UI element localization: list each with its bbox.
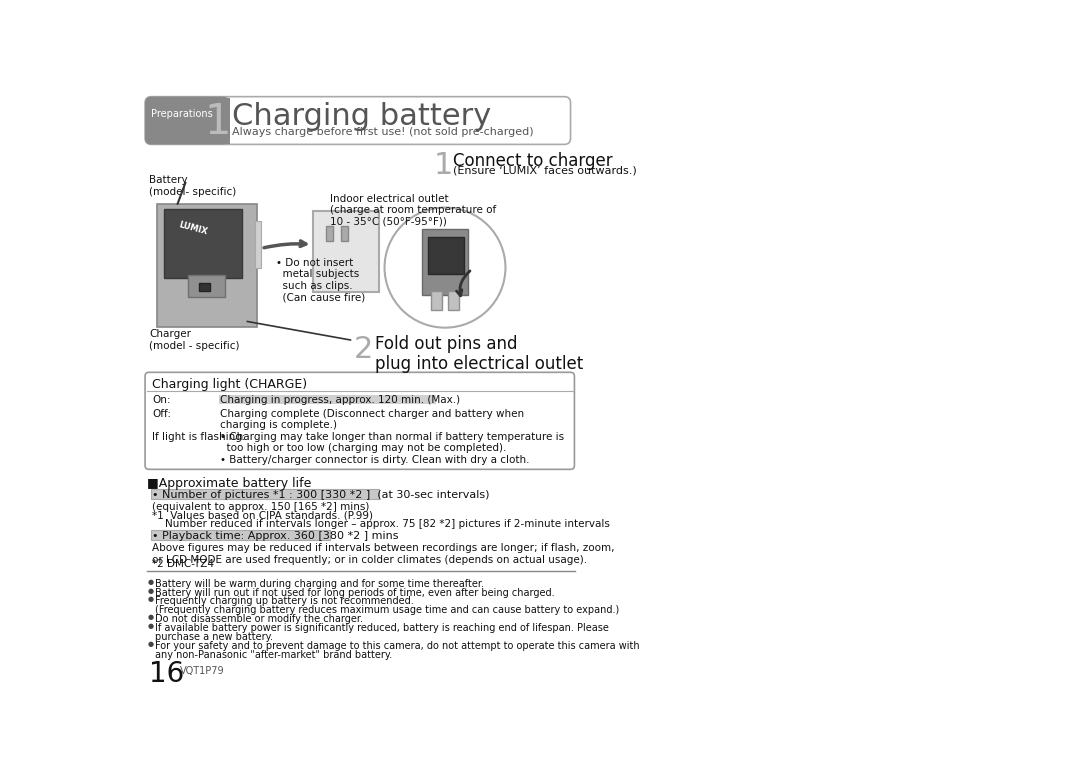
Text: Connect to charger: Connect to charger [453,152,612,170]
Text: *2 DMC-TZ4: *2 DMC-TZ4 [152,559,214,569]
Text: ■Approximate battery life: ■Approximate battery life [147,477,311,490]
Text: (Frequently charging battery reduces maximum usage time and can cause battery to: (Frequently charging battery reduces max… [156,605,620,615]
Text: On:: On: [152,396,171,406]
Bar [188,275,225,297]
Text: Charging light (CHARGE): Charging light (CHARGE) [152,378,307,391]
Text: Fold out pins and
plug into electrical outlet: Fold out pins and plug into electrical o… [375,334,583,374]
Text: Battery
(model- specific): Battery (model- specific) [149,175,237,197]
Bar [255,222,261,268]
Text: ●: ● [147,623,153,629]
Circle shape [384,208,505,328]
Bar [205,98,230,144]
Bar [326,226,334,242]
Text: For your safety and to prevent damage to this camera, do not attempt to operate : For your safety and to prevent damage to… [156,640,639,650]
Text: *1  Values based on CIPA standards. (P.99): *1 Values based on CIPA standards. (P.99… [152,511,373,521]
Text: Off:: Off: [152,409,171,419]
Bar [313,212,379,292]
Bar [422,229,469,295]
Text: • Number of pictures *1 : 300 [330 *2 ]  (at 30-sec intervals): • Number of pictures *1 : 300 [330 *2 ] … [152,490,489,500]
Text: If light is flashing:: If light is flashing: [152,432,245,442]
Bar [150,530,330,540]
Bar [428,237,463,274]
Text: 16: 16 [149,660,185,687]
Text: VQT1P79: VQT1P79 [180,666,225,676]
FancyBboxPatch shape [145,97,230,144]
Text: Charging in progress, approx. 120 min. (Max.): Charging in progress, approx. 120 min. (… [220,396,460,406]
Bar [218,395,435,404]
Text: ●: ● [147,640,153,647]
Text: ●: ● [147,597,153,602]
Text: (equivalent to approx. 150 [165 *2] mins): (equivalent to approx. 150 [165 *2] mins… [152,502,369,512]
Text: Battery will be warm during charging and for some time thereafter.: Battery will be warm during charging and… [156,578,484,589]
Bar [341,226,348,242]
Text: • Playback time: Approx. 360 [380 *2 ] mins: • Playback time: Approx. 360 [380 *2 ] m… [152,531,399,541]
Text: ●: ● [147,588,153,594]
Bar [150,489,379,499]
FancyBboxPatch shape [145,372,575,469]
Text: ●: ● [147,578,153,584]
Bar [448,291,459,310]
Text: Indoor electrical outlet
(charge at room temperature of
10 - 35°C (50°F-95°F)): Indoor electrical outlet (charge at room… [330,194,497,227]
Text: If available battery power is significantly reduced, battery is reaching end of : If available battery power is significan… [156,623,609,633]
Text: LUMIX: LUMIX [177,220,208,236]
Text: 1: 1 [205,100,231,143]
Text: purchase a new battery.: purchase a new battery. [156,632,273,642]
Text: Above figures may be reduced if intervals between recordings are longer; if flas: Above figures may be reduced if interval… [152,543,615,565]
Text: Always charge before first use! (not sold pre-charged): Always charge before first use! (not sol… [232,127,534,137]
Text: Frequently charging up battery is not recommended.: Frequently charging up battery is not re… [156,597,414,607]
Text: • Charging may take longer than normal if battery temperature is
  too high or t: • Charging may take longer than normal i… [220,432,565,465]
Bar [200,283,211,291]
Text: ●: ● [147,614,153,620]
Text: 1: 1 [433,150,453,179]
Text: any non-Panasonic "after-market" brand battery.: any non-Panasonic "after-market" brand b… [156,650,392,660]
Text: Charging battery: Charging battery [232,102,491,131]
Bar [164,209,242,278]
Text: Battery will run out if not used for long periods of time, even after being char: Battery will run out if not used for lon… [156,588,555,597]
Text: 2: 2 [353,334,373,364]
Text: • Do not insert
  metal subjects
  such as clips.
  (Can cause fire): • Do not insert metal subjects such as c… [276,258,365,302]
Text: Number reduced if intervals longer – approx. 75 [82 *2] pictures if 2-minute int: Number reduced if intervals longer – app… [152,519,610,529]
Text: Charging complete (Disconnect charger and battery when
charging is complete.): Charging complete (Disconnect charger an… [220,409,525,430]
Text: Preparations: Preparations [150,109,213,119]
FancyBboxPatch shape [145,97,570,144]
Bar [157,204,257,327]
Bar [431,291,442,310]
Text: Do not disassemble or modify the charger.: Do not disassemble or modify the charger… [156,614,363,624]
Text: Charger
(model - specific): Charger (model - specific) [149,329,240,351]
Text: (Ensure ‘LUMIX’ faces outwards.): (Ensure ‘LUMIX’ faces outwards.) [453,166,636,176]
